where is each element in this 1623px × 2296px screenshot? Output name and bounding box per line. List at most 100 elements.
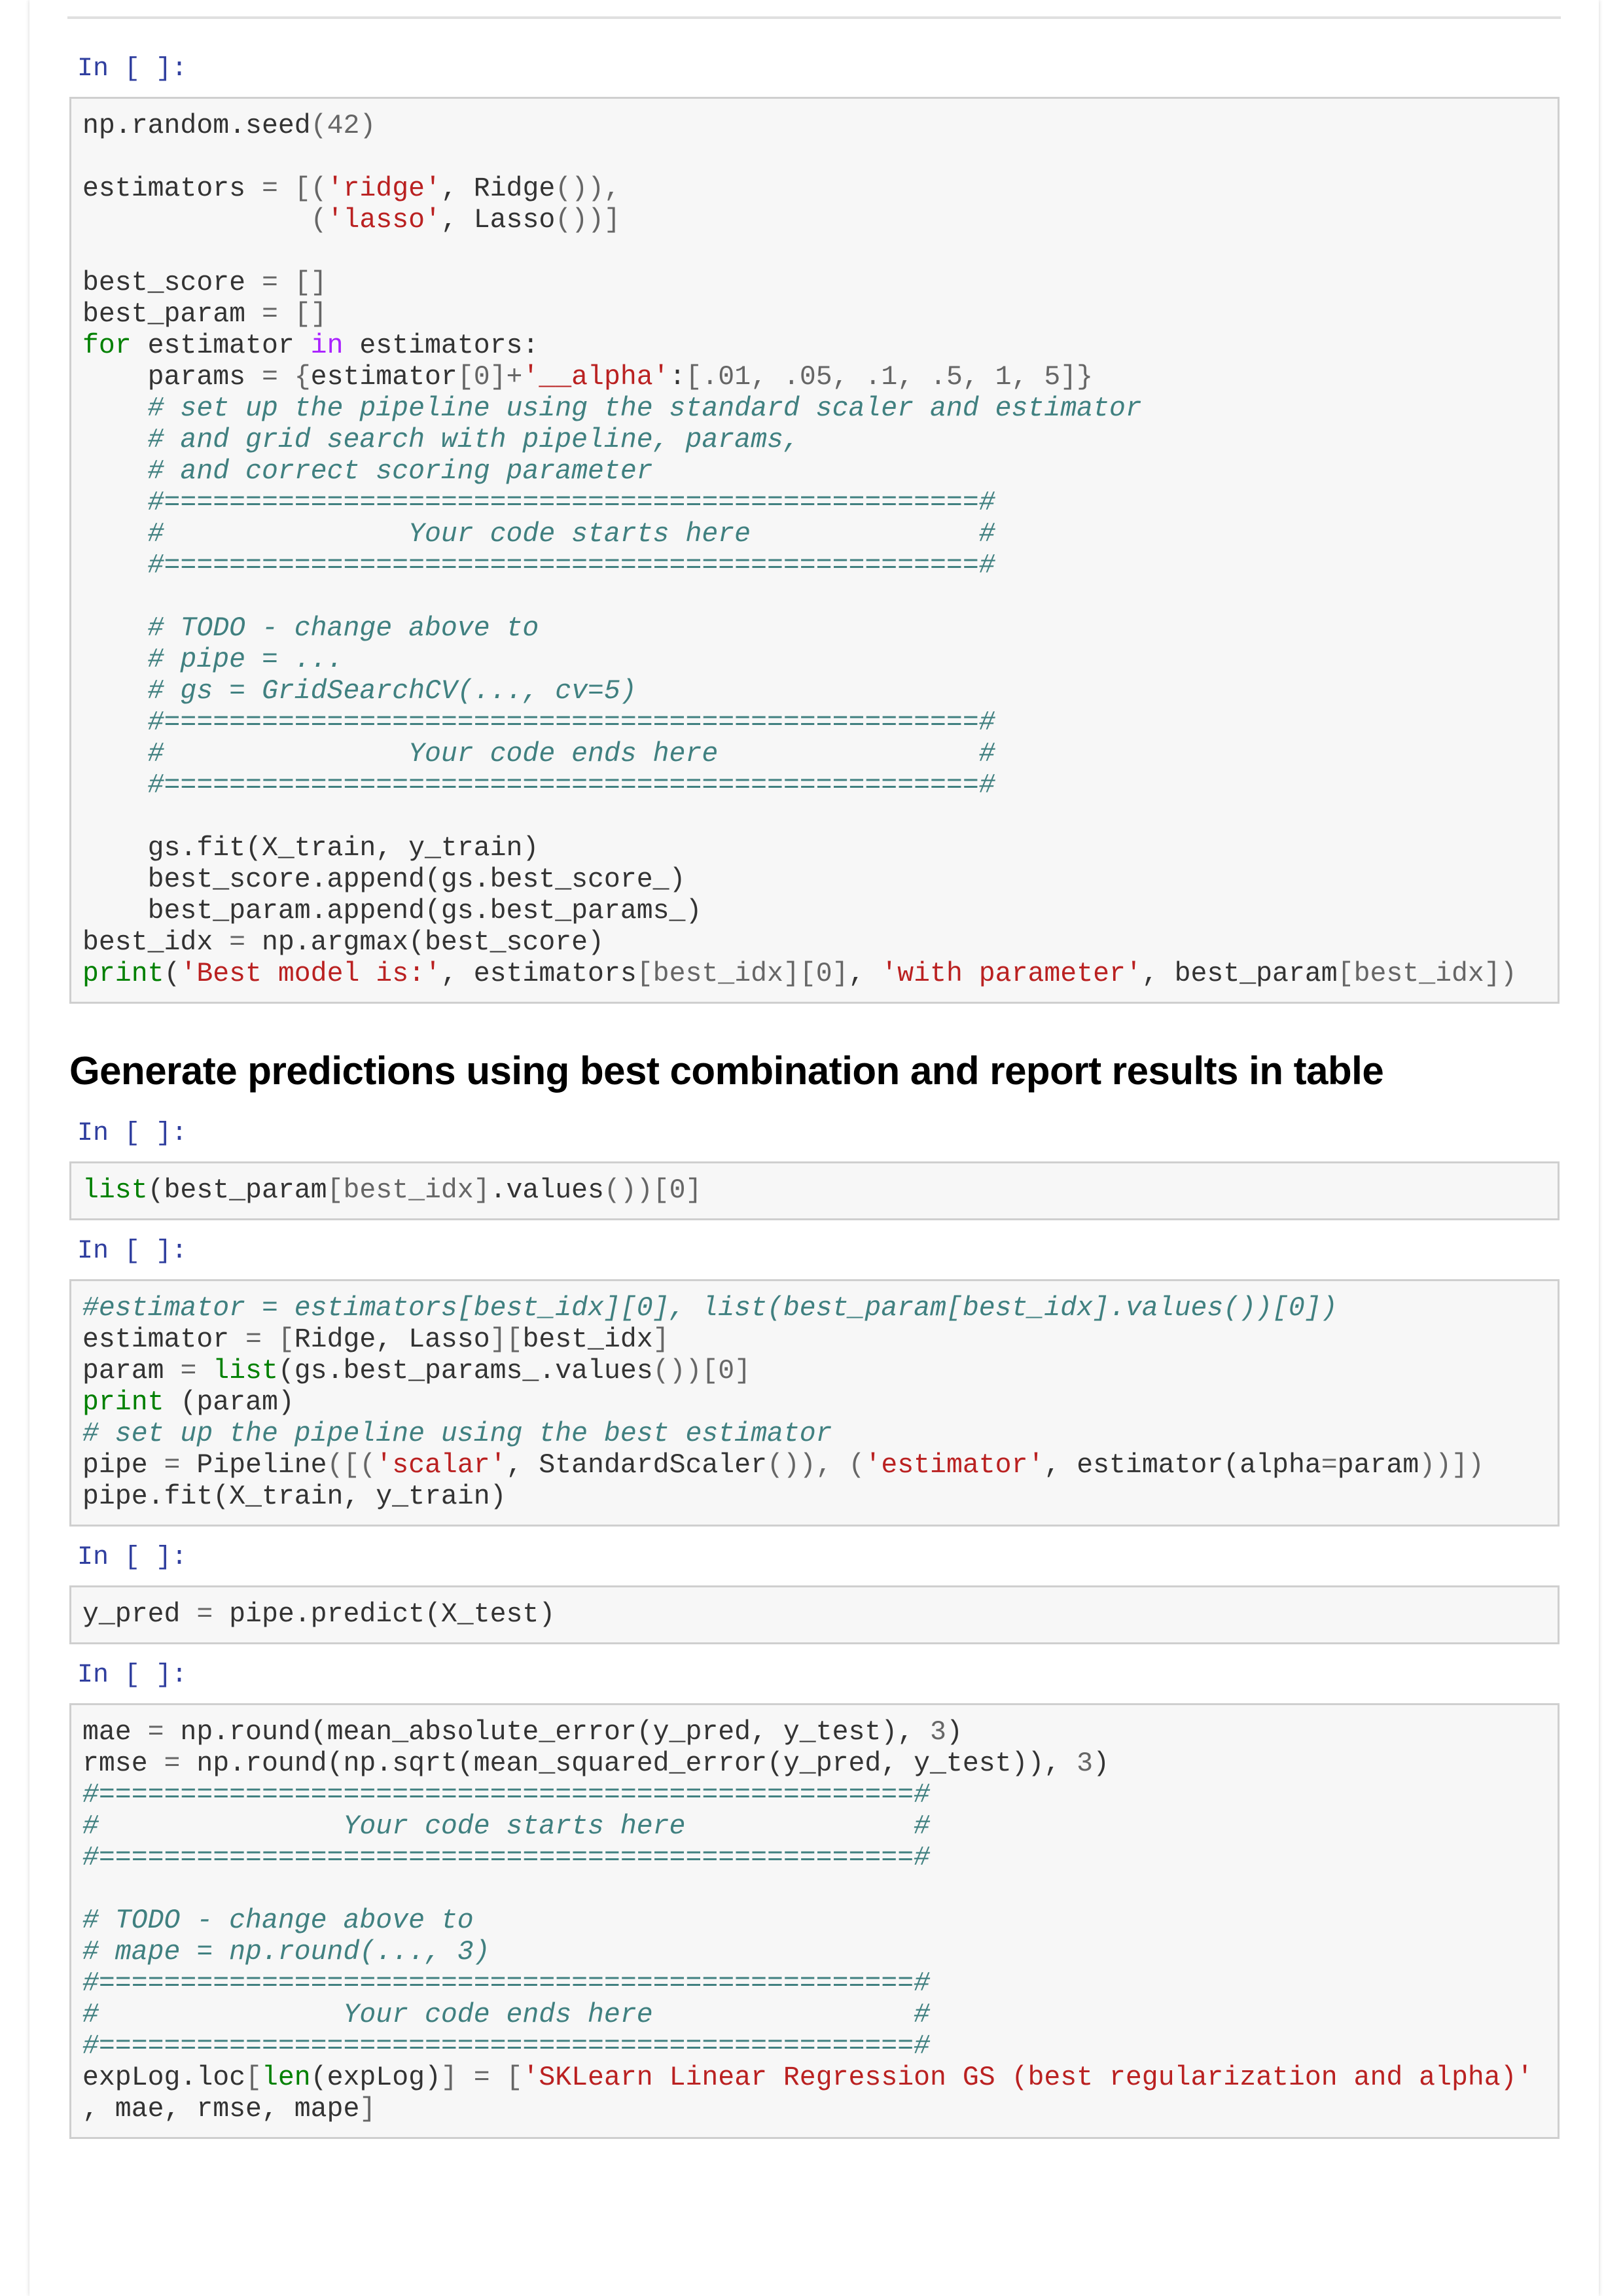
code-token: #=======================================… xyxy=(82,1780,931,1810)
code-token: # pipe = ... xyxy=(82,645,344,675)
code-token: , StandardScaler xyxy=(506,1450,767,1481)
input-prompt: In [ ]: xyxy=(77,1661,188,1690)
code-token: 'SKLearn Linear Regression GS (best regu… xyxy=(522,2062,1533,2093)
code-line: best_param.append(gs.best_params_) xyxy=(82,896,1558,927)
code-line: best_score.append(gs.best_score_) xyxy=(82,864,1558,896)
code-token: 'scalar' xyxy=(376,1450,507,1481)
code-line xyxy=(82,236,1558,268)
code-line: rmse = np.round(np.sqrt(mean_squared_err… xyxy=(82,1748,1558,1780)
code-token: [( xyxy=(277,173,327,204)
code-token: , best_param xyxy=(1141,959,1338,989)
code-token: ( xyxy=(164,959,181,989)
code-token: .values xyxy=(490,1175,604,1206)
code-token: # Your code ends here # xyxy=(82,739,995,769)
code-cell[interactable]: y_pred = pipe.predict(X_test) xyxy=(69,1585,1560,1644)
code-token: = xyxy=(261,173,278,204)
code-line: best_param = [] xyxy=(82,299,1558,330)
code-line: estimator = [Ridge, Lasso][best_idx] xyxy=(82,1324,1558,1356)
code-cell[interactable]: list(best_param[best_idx].values())[0] xyxy=(69,1161,1560,1220)
code-token: (expLog) xyxy=(310,2062,441,2093)
code-token: list xyxy=(82,1175,148,1206)
code-token: = xyxy=(164,1450,181,1481)
code-token: in xyxy=(310,330,344,361)
code-token: = xyxy=(196,1599,213,1630)
code-cell[interactable]: np.random.seed(42) estimators = [('ridge'… xyxy=(69,97,1560,1004)
code-token: 3 xyxy=(930,1717,946,1748)
code-token: #=======================================… xyxy=(82,770,995,801)
code-token: ()), xyxy=(555,173,620,204)
code-token: print xyxy=(82,959,164,989)
code-token: # Your code starts here # xyxy=(82,1811,931,1842)
code-cell[interactable]: mae = np.round(mean_absolute_error(y_pre… xyxy=(69,1703,1560,2139)
code-token: Ridge, Lasso xyxy=(294,1324,490,1355)
code-token: pipe.fit(X_train, y_train) xyxy=(82,1481,507,1512)
code-token: (param) xyxy=(164,1387,294,1418)
code-token: = xyxy=(229,927,246,958)
input-prompt: In [ ]: xyxy=(77,1237,188,1266)
code-token: , xyxy=(848,959,882,989)
code-token: 3 xyxy=(1077,1748,1094,1779)
code-line: # and correct scoring parameter xyxy=(82,456,1558,487)
code-token: best_idx xyxy=(82,927,230,958)
code-token: #estimator = estimators[best_idx][0], li… xyxy=(82,1293,1338,1324)
code-line: #estimator = estimators[best_idx][0], li… xyxy=(82,1293,1558,1324)
code-token: np.random.seed xyxy=(82,111,311,141)
code-token: 'estimator' xyxy=(865,1450,1044,1481)
code-token: ())[0] xyxy=(603,1175,702,1206)
code-line: #=======================================… xyxy=(82,487,1558,519)
code-line: # mape = np.round(..., 3) xyxy=(82,1937,1558,1968)
code-token: , estimator(alpha xyxy=(1044,1450,1321,1481)
code-line xyxy=(82,142,1558,173)
code-token: ][ xyxy=(490,1324,523,1355)
code-line: # TODO - change above to xyxy=(82,1905,1558,1937)
code-line: # Your code ends here # xyxy=(82,2000,1558,2031)
code-token: [.01, .05, .1, .5, 1, 5]} xyxy=(685,362,1094,393)
code-token: list xyxy=(213,1356,278,1386)
code-token: best_param xyxy=(82,299,262,330)
code-line: estimators = [('ridge', Ridge()), xyxy=(82,173,1558,205)
code-token: #=======================================… xyxy=(82,1968,931,1999)
code-token: params xyxy=(82,362,262,393)
code-token: 'ridge' xyxy=(327,173,441,204)
code-line: best_score = [] xyxy=(82,268,1558,299)
code-token: #=======================================… xyxy=(82,1843,931,1873)
code-line: #=======================================… xyxy=(82,550,1558,582)
code-token: ())[0] xyxy=(652,1356,751,1386)
previous-cell-border xyxy=(67,16,1561,19)
code-token: best_param.append(gs.best_params_) xyxy=(82,896,702,927)
code-token: = [ xyxy=(245,1324,294,1355)
code-line: #=======================================… xyxy=(82,770,1558,802)
code-token: estimators xyxy=(82,173,262,204)
code-token: 'Best model is:' xyxy=(180,959,441,989)
code-token: = xyxy=(164,1748,181,1779)
code-token: ) xyxy=(1093,1748,1109,1779)
code-token: = xyxy=(1321,1450,1338,1481)
code-token: [ xyxy=(245,2062,262,2093)
code-token: , mae, rmse, mape xyxy=(82,2094,360,2125)
input-prompt: In [ ]: xyxy=(77,1543,188,1572)
code-line: ('lasso', Lasso())] xyxy=(82,205,1558,236)
code-line: # Your code ends here # xyxy=(82,739,1558,770)
code-token: # set up the pipeline using the standard… xyxy=(82,393,1142,424)
code-token: # mape = np.round(..., 3) xyxy=(82,1937,490,1968)
code-token: len xyxy=(261,2062,311,2093)
code-token: ( xyxy=(310,205,327,236)
code-line: y_pred = pipe.predict(X_test) xyxy=(82,1599,1558,1631)
code-token: [best_idx]) xyxy=(1337,959,1517,989)
code-token: ] = [ xyxy=(440,2062,523,2093)
code-cell[interactable]: #estimator = estimators[best_idx][0], li… xyxy=(69,1279,1560,1527)
code-line: #=======================================… xyxy=(82,1780,1558,1811)
code-token: best_score xyxy=(82,268,262,298)
code-token: np.argmax(best_score) xyxy=(245,927,604,958)
code-line: best_idx = np.argmax(best_score) xyxy=(82,927,1558,959)
code-token: , Ridge xyxy=(440,173,556,204)
code-line: params = {estimator[0]+'__alpha':[.01, .… xyxy=(82,362,1558,393)
code-line: pipe.fit(X_train, y_train) xyxy=(82,1481,1558,1513)
code-token: estimator xyxy=(131,330,311,361)
code-line xyxy=(82,582,1558,613)
code-token: np.round(mean_absolute_error(y_pred, y_t… xyxy=(164,1717,931,1748)
code-token: y_pred xyxy=(82,1599,197,1630)
code-token: ([( xyxy=(327,1450,376,1481)
code-token: ) xyxy=(359,111,376,141)
code-token: # Your code ends here # xyxy=(82,2000,931,2030)
